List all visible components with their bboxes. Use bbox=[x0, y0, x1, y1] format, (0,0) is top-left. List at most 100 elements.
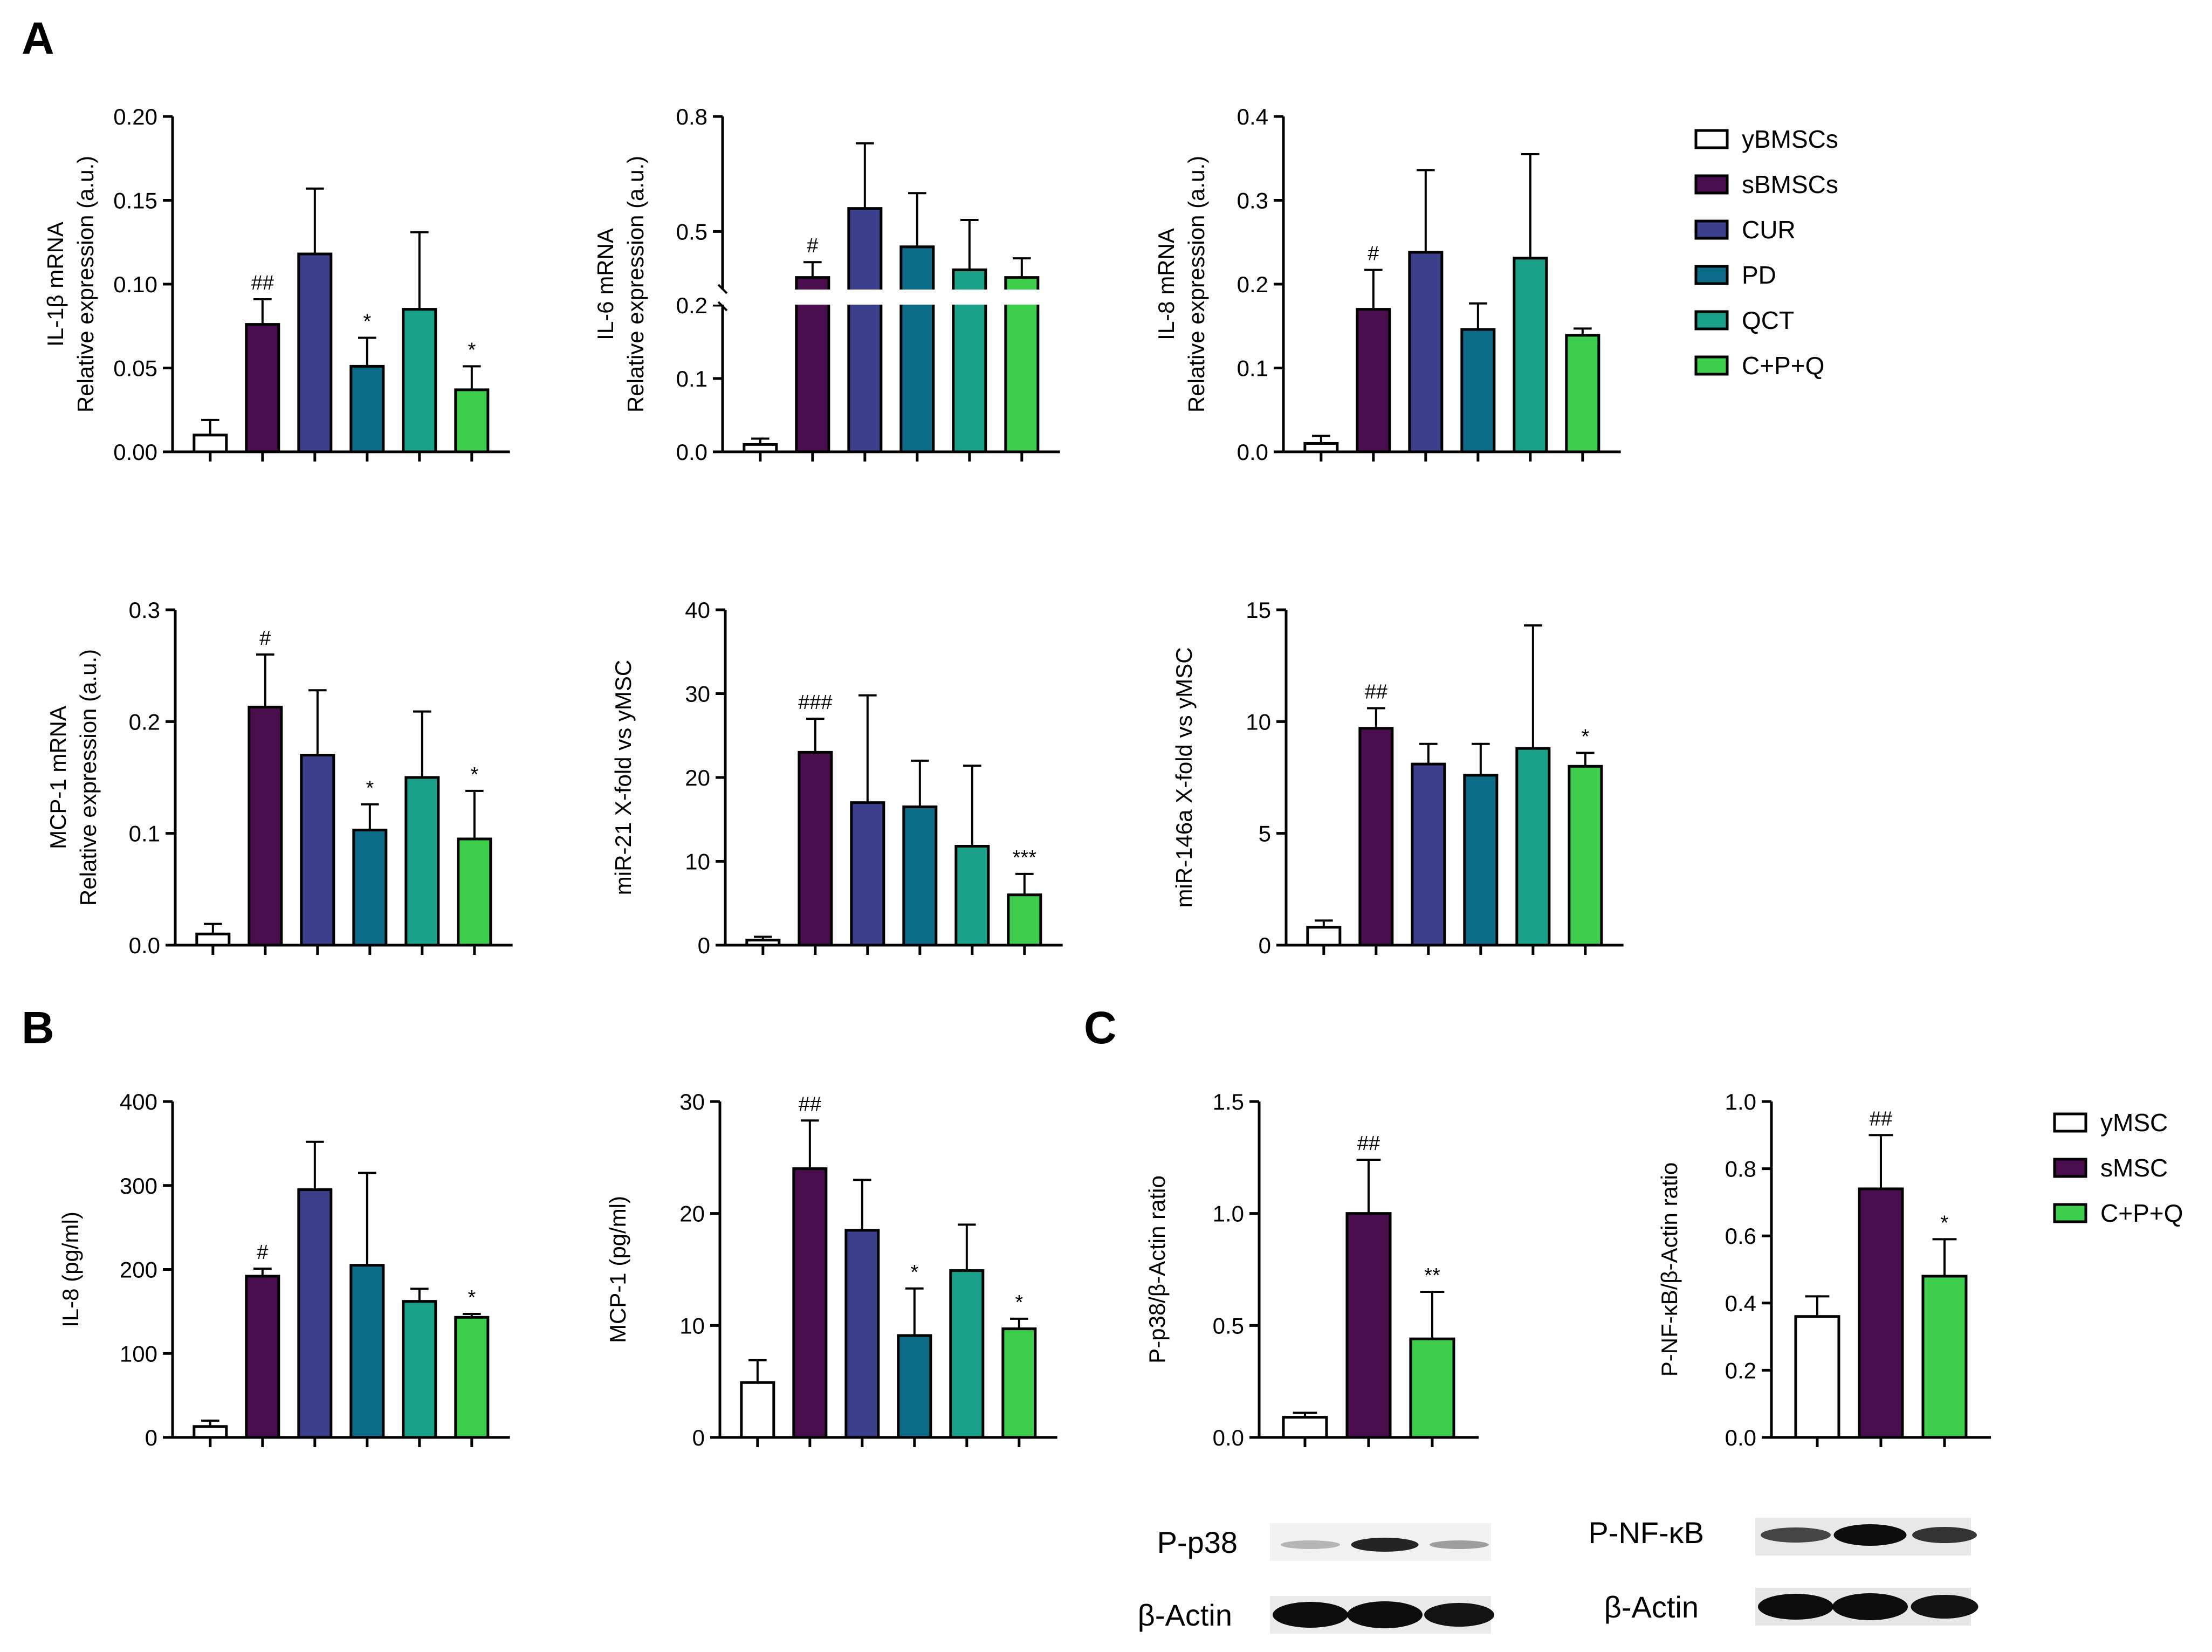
bar-cur bbox=[297, 252, 333, 453]
y-tick-label: 0.10 bbox=[113, 272, 157, 297]
blot-band bbox=[1273, 1602, 1348, 1628]
bar-ybmscs bbox=[1306, 926, 1342, 947]
y-tick-label: 0.3 bbox=[129, 597, 160, 623]
legend-swatch bbox=[1694, 310, 1729, 331]
blot-label-p-p38: P-p38 bbox=[1157, 1525, 1238, 1559]
blot-p-nfkb bbox=[1761, 1524, 1977, 1546]
y-axis-label-line: MCP-1 mRNA bbox=[45, 706, 71, 849]
y-tick-label: 0.0 bbox=[1725, 1425, 1756, 1450]
bar-cpq bbox=[454, 388, 490, 453]
chart-mir21: 0 10 20 30 40 miR-21 X-fold vs yMSC ### *** bbox=[610, 597, 1063, 958]
blot-band bbox=[1912, 1527, 1977, 1543]
y-tick-label: 100 bbox=[120, 1341, 157, 1366]
y-axis-label: miR-146a X-fold vs yMSC bbox=[1171, 647, 1197, 907]
y-tick-label: 0.0 bbox=[676, 439, 707, 465]
chart-il8mrna: 0.0 0.1 0.2 0.3 0.4 IL-8 mRNA Relative express… bbox=[1153, 104, 1621, 465]
y-tick-label: 0 bbox=[692, 1425, 705, 1450]
y-tick-label: 10 bbox=[685, 849, 710, 875]
y-tick-label: 20 bbox=[679, 1201, 705, 1227]
legend-label: CUR bbox=[1742, 216, 1796, 244]
y-axis-label-line: Relative expression (a.u.) bbox=[623, 156, 648, 412]
chart-il1b: 0.00 0.05 0.10 0.15 0.20 IL-1β mRNA Relative e… bbox=[43, 104, 510, 465]
y-axis-label: MCP-1 (pg/ml) bbox=[605, 1196, 630, 1343]
significance-label: * bbox=[910, 1261, 918, 1284]
bar-sbmscs bbox=[1358, 727, 1394, 947]
y-tick-label: 40 bbox=[685, 597, 710, 623]
y-tick-label: 0.20 bbox=[113, 104, 157, 129]
axis-break-gap bbox=[706, 290, 1066, 305]
bar-cur bbox=[1408, 251, 1444, 453]
y-axis-label: P-NF-κB/β-Actin ratio bbox=[1657, 1162, 1682, 1377]
legend-label: C+P+Q bbox=[1742, 352, 1824, 380]
bar-pd bbox=[349, 1264, 385, 1439]
legend-label: sMSC bbox=[2100, 1154, 2168, 1182]
y-axis-label: MCP-1 mRNA Relative expression (a.u.) bbox=[45, 649, 101, 906]
panel-label-b: B bbox=[22, 1002, 54, 1053]
bar-sbmscs bbox=[1356, 308, 1391, 453]
bar-cur bbox=[850, 801, 885, 947]
y-tick-label: 0.2 bbox=[129, 709, 160, 734]
bar-sbmscs bbox=[798, 751, 833, 947]
legend-swatch bbox=[1694, 129, 1729, 149]
y-tick-label: 0 bbox=[145, 1425, 157, 1450]
chart-il8prot: 0 100 200 300 400 IL-8 (pg/ml) # * bbox=[58, 1089, 510, 1450]
y-tick-label: 0.15 bbox=[113, 188, 157, 214]
bar-qct bbox=[1513, 257, 1548, 453]
y-axis-label: IL-1β mRNA Relative expression (a.u.) bbox=[43, 156, 98, 412]
significance-label: ## bbox=[799, 1093, 821, 1116]
bar-pd bbox=[352, 828, 388, 947]
panel-label-a: A bbox=[22, 13, 54, 64]
significance-label: * bbox=[468, 1286, 476, 1309]
significance-label: ## bbox=[1365, 680, 1387, 703]
significance-label: * bbox=[366, 777, 374, 800]
y-tick-label: 0.8 bbox=[1725, 1157, 1756, 1182]
bar-ybmscs bbox=[195, 932, 231, 947]
significance-label: # bbox=[807, 235, 818, 257]
y-axis-label-line: miR-146a X-fold vs yMSC bbox=[1171, 647, 1197, 907]
bar-ybmscs bbox=[1303, 442, 1339, 453]
panel-label-c: C bbox=[1084, 1002, 1117, 1053]
significance-label: ## bbox=[251, 272, 274, 294]
bar-cpq bbox=[1565, 334, 1600, 453]
legend-label: yMSC bbox=[2100, 1109, 2168, 1137]
bar-pd bbox=[349, 364, 385, 453]
legend-swatch bbox=[2053, 1112, 2087, 1133]
legend-swatch bbox=[1694, 219, 1729, 240]
y-tick-label: 1.5 bbox=[1213, 1089, 1244, 1114]
bar-cpq bbox=[1921, 1275, 1968, 1439]
chart-pp38: 0.0 0.5 1.0 1.5 P-p38/β-Actin ratio ## ** bbox=[1144, 1089, 1479, 1450]
legend-label: C+P+Q bbox=[2100, 1199, 2183, 1227]
y-tick-label: 0.4 bbox=[1237, 104, 1268, 129]
chart-mir146a: 0 5 10 15 miR-146a X-fold vs yMSC ## * bbox=[1171, 597, 1624, 958]
legend-swatch bbox=[1694, 265, 1729, 285]
bar-cpq bbox=[1007, 893, 1042, 947]
significance-label: ## bbox=[1870, 1107, 1892, 1130]
chart-mcp1mrna: 0.0 0.1 0.2 0.3 MCP-1 mRNA Relative expressio… bbox=[45, 597, 513, 958]
legend-swatch bbox=[1694, 355, 1729, 376]
bar-cpq bbox=[1568, 765, 1603, 947]
bar-qct bbox=[949, 1269, 985, 1439]
legend-swatch bbox=[2053, 1203, 2087, 1223]
y-axis-label: P-p38/β-Actin ratio bbox=[1144, 1175, 1170, 1364]
legend-label: QCT bbox=[1742, 306, 1794, 334]
bar-cpq bbox=[1409, 1337, 1455, 1439]
y-tick-label: 10 bbox=[1246, 709, 1271, 734]
bar-qct bbox=[954, 845, 990, 947]
y-tick-label: 1.0 bbox=[1213, 1201, 1244, 1227]
y-tick-label: 0.0 bbox=[1237, 439, 1268, 465]
blot-p-p38 bbox=[1281, 1538, 1489, 1552]
blot-band bbox=[1281, 1540, 1340, 1549]
y-tick-label: 0.2 bbox=[1237, 272, 1268, 297]
blot-band bbox=[1347, 1601, 1423, 1628]
y-tick-label: 0.6 bbox=[1725, 1223, 1756, 1249]
y-tick-label: 5 bbox=[1259, 821, 1271, 846]
blot-band bbox=[1424, 1603, 1494, 1627]
y-axis-label-line: IL-1β mRNA bbox=[43, 222, 68, 347]
bar-sbmscs bbox=[795, 276, 830, 453]
legend-label: yBMSCs bbox=[1742, 125, 1838, 153]
chart-il6: 0.0 0.1 0.2 0.5 0.8 IL-6 mRNA Relative express… bbox=[593, 104, 1066, 465]
y-tick-label: 0.3 bbox=[1237, 188, 1268, 214]
y-tick-label: 10 bbox=[679, 1313, 705, 1338]
y-axis-label-line: IL-8 (pg/ml) bbox=[58, 1212, 83, 1327]
bar-pd bbox=[899, 245, 935, 453]
